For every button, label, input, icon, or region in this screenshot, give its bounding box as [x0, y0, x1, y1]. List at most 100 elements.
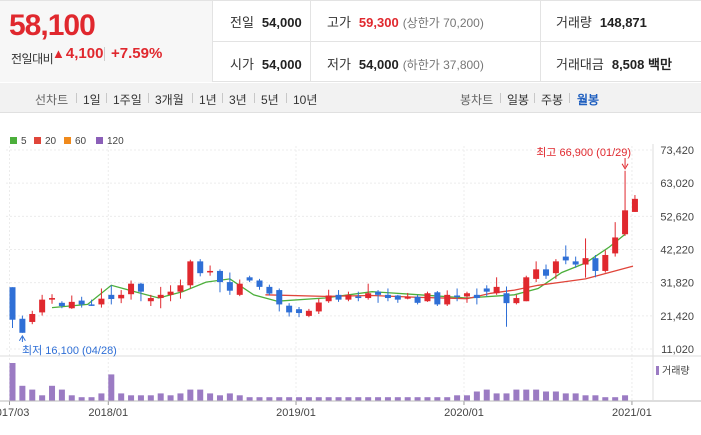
legend-ma20: 20 — [34, 136, 56, 147]
volume-bar — [108, 374, 115, 401]
period-5y[interactable]: 5년 — [261, 93, 279, 107]
candle-body — [503, 293, 510, 304]
legend-ma120: 120 — [96, 136, 124, 147]
period-1y[interactable]: 1년 — [199, 93, 217, 107]
min-arrowhead — [18, 334, 26, 342]
candle-body — [523, 277, 530, 302]
period-3y[interactable]: 3년 — [229, 93, 247, 107]
legend-swatch — [64, 137, 71, 144]
upper-limit: (상한가 70,200) — [402, 16, 484, 30]
candle-body — [9, 287, 16, 320]
volume-bar — [236, 395, 243, 401]
volume-bar — [147, 395, 154, 401]
volume-bar — [266, 397, 273, 401]
chart-grid — [6, 146, 652, 401]
candle-body — [404, 296, 411, 299]
divider — [213, 41, 701, 42]
chart-axes: 73,420 63,020 52,620 42,220 31,820 21,420 11,0… — [0, 144, 701, 419]
candle-series — [9, 170, 638, 333]
x-tick-label: 2019/01 — [276, 407, 316, 419]
candle-body — [286, 305, 293, 313]
up-triangle-icon: ▲ — [52, 46, 65, 61]
legend-ma5: 5 — [10, 136, 27, 147]
y-tick-label: 52,620 — [660, 211, 694, 223]
candle-body — [365, 293, 372, 299]
volume-bar — [118, 393, 125, 401]
candle-body — [207, 270, 214, 273]
volume-bar — [582, 395, 589, 401]
candle-body — [266, 286, 273, 294]
volume-bar — [78, 397, 85, 401]
candle-body — [98, 298, 105, 305]
volume-bar — [454, 395, 461, 401]
volume-bar — [276, 397, 283, 401]
period-1d[interactable]: 1일 — [83, 93, 101, 107]
volume-bar — [58, 389, 65, 401]
period-1w[interactable]: 1주일 — [113, 93, 142, 107]
change-amount-value: 4,100 — [65, 45, 104, 62]
candle-body — [246, 277, 253, 281]
volume-bar — [9, 363, 16, 401]
candle-body — [493, 286, 500, 294]
candle-body — [572, 261, 579, 265]
volume-legend-swatch — [656, 366, 659, 375]
candle-body — [394, 295, 401, 300]
chart-annotations: 최고 66,900 (01/29) 최저 16,100 (04/28) 거래량 — [22, 146, 690, 377]
candle-body — [325, 295, 332, 302]
volume-bar — [197, 389, 204, 401]
max-arrowhead — [621, 163, 629, 170]
candle-monthly[interactable]: 월봉 — [577, 93, 600, 107]
volume-bar — [137, 395, 144, 401]
volume-bar — [394, 397, 401, 401]
candle-body — [592, 258, 599, 271]
candle-daily[interactable]: 일봉 — [507, 93, 530, 107]
divider — [500, 93, 501, 103]
candle-body — [513, 298, 520, 304]
divider — [106, 93, 107, 103]
volume-bar — [375, 397, 382, 401]
divider — [286, 93, 287, 103]
volume-bar — [49, 385, 56, 401]
volume-bar — [216, 395, 223, 401]
volume-bar — [552, 391, 559, 401]
candle-body — [78, 300, 85, 305]
period-3m[interactable]: 3개월 — [155, 93, 184, 107]
candle-body — [58, 302, 65, 307]
low-value: 54,000 — [358, 57, 399, 72]
period-10y[interactable]: 10년 — [293, 93, 318, 107]
amount-label: 거래대금 — [556, 57, 604, 72]
candle-body — [226, 282, 233, 291]
volume-bar — [305, 397, 312, 401]
candle-weekly[interactable]: 주봉 — [541, 93, 564, 107]
volume-bar — [473, 391, 480, 401]
moving-averages — [51, 233, 634, 309]
volume-bar — [39, 395, 46, 401]
line-chart-label: 선차트 — [35, 93, 69, 107]
volume-series — [9, 363, 629, 401]
candle-body — [562, 256, 569, 261]
candle-body — [345, 294, 352, 300]
volume-bar — [207, 393, 214, 401]
divider — [104, 47, 105, 61]
candle-body — [612, 237, 619, 254]
candle-body — [296, 309, 303, 314]
prev-close-value: 54,000 — [261, 15, 302, 30]
candle-body — [463, 293, 470, 297]
candle-body — [552, 261, 559, 274]
volume-bar — [68, 395, 75, 401]
candle-body — [236, 283, 243, 295]
candle-body — [19, 318, 26, 333]
candle-body — [137, 283, 144, 292]
candle-body — [118, 294, 125, 299]
high-label: 고가 — [327, 15, 351, 30]
high-value: 59,300 — [358, 15, 399, 30]
volume-bar — [345, 397, 352, 401]
candle-body — [602, 254, 609, 271]
divider — [254, 93, 255, 103]
candle-body — [68, 301, 75, 309]
candle-body — [128, 283, 135, 295]
divider — [534, 93, 535, 103]
candle-body — [473, 294, 480, 299]
